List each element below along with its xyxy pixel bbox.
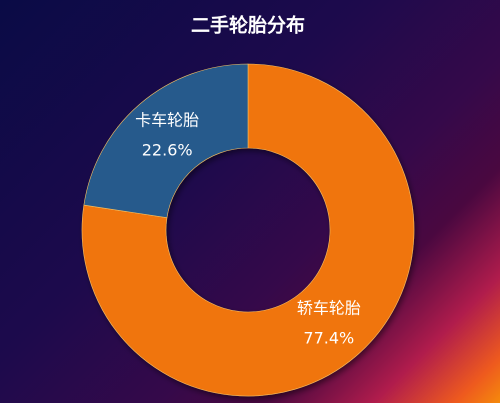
donut [81,63,415,397]
donut-slice [83,63,249,219]
donut-slice [81,63,415,397]
slice-label: 卡车轮胎 [135,110,199,129]
slice-value-label: 77.4% [303,329,354,348]
slice-label: 轿车轮胎 [297,299,361,318]
chart-title: 二手轮胎分布 [191,14,305,37]
slice-value-label: 22.6% [142,140,193,159]
